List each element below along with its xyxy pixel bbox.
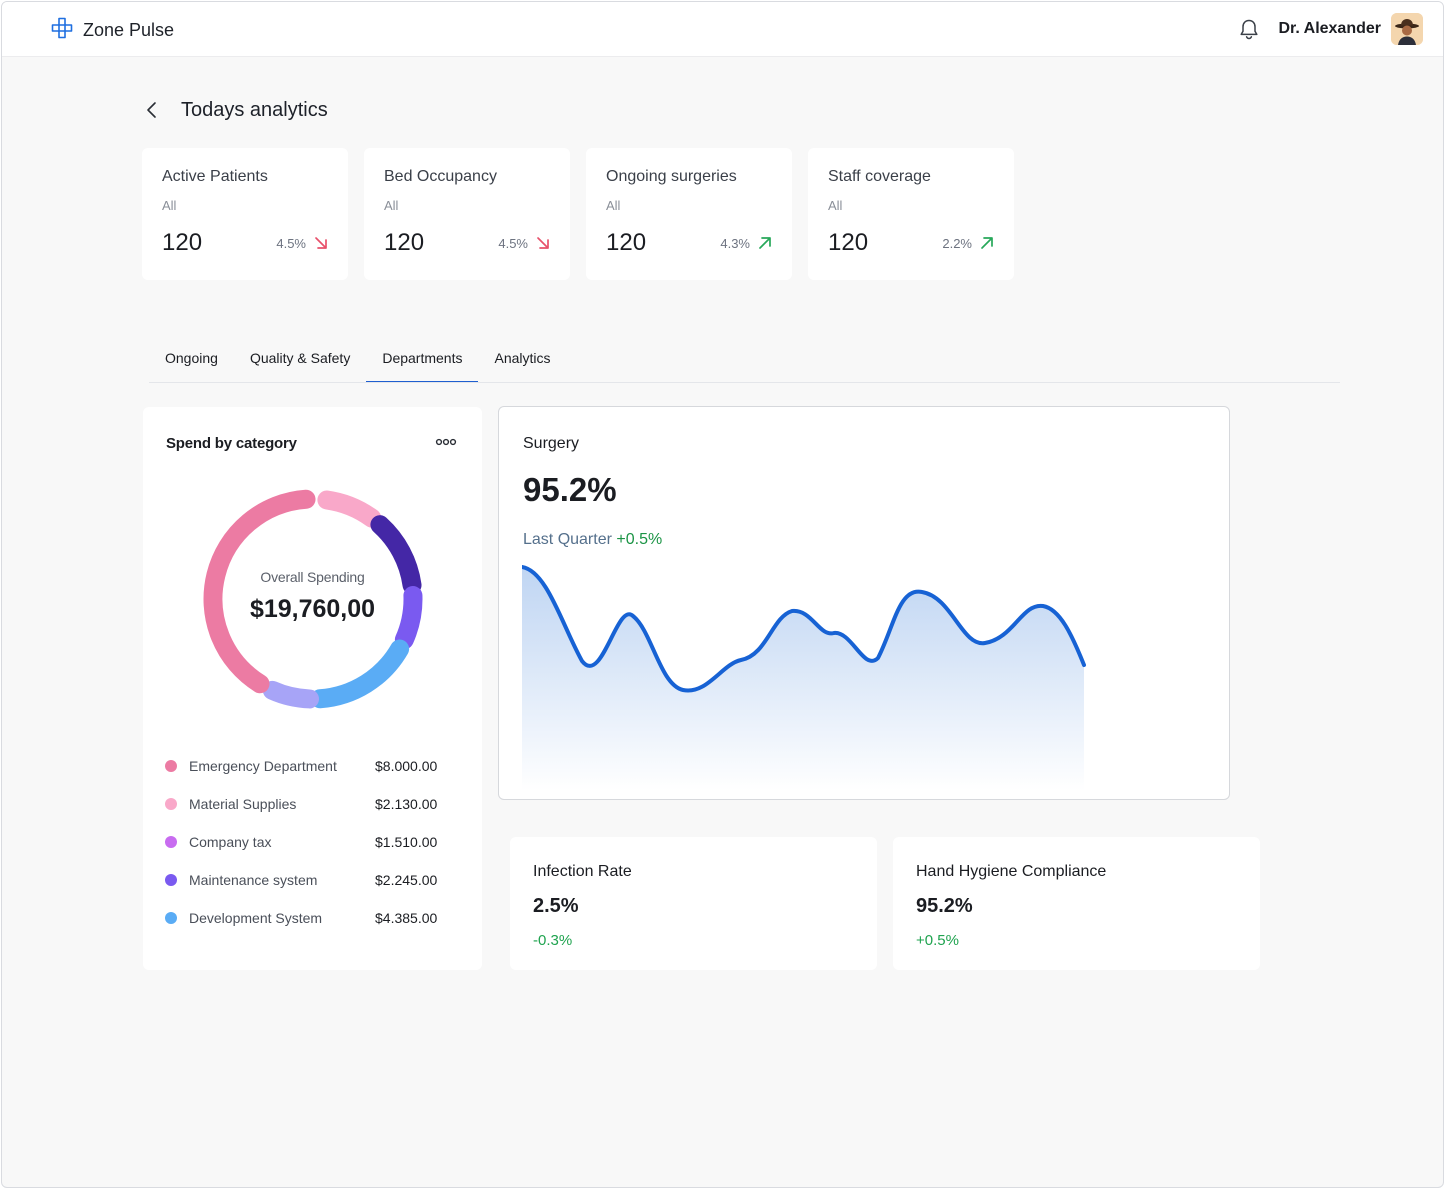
donut-center-total: $19,760,00 [249,595,376,623]
legend-dot [165,836,177,848]
legend-item: Development System $4.385.00 [165,899,465,937]
donut-segment-development-system [310,639,410,709]
stat-card-ongoing-surgeries[interactable]: Ongoing surgeries All 120 4.3% [586,148,792,280]
top-bar: Zone Pulse Dr. Alexander [2,2,1443,57]
page-title: Todays analytics [181,98,328,121]
period-label: Last Quarter [523,531,612,548]
legend-name: Company tax [189,834,272,850]
stat-value: 120 [162,229,203,256]
period-delta: +0.5% [616,531,663,548]
bell-icon[interactable] [1238,17,1260,41]
legend-item: Emergency Department $8.000.00 [165,747,465,785]
tab-departments[interactable]: Departments [366,342,479,382]
stat-scope: All [606,198,621,213]
stat-card-bed-occupancy[interactable]: Bed Occupancy All 120 4.5% [364,148,570,280]
metric-value: 2.5% [533,895,579,917]
legend-name: Emergency Department [189,758,337,774]
tab-quality-safety[interactable]: Quality & Safety [249,350,351,366]
legend-amount: $2.130.00 [375,796,438,812]
spend-legend: Emergency Department $8.000.00 Material … [165,747,465,937]
legend-item: Maintenance system $2.245.00 [165,861,465,899]
metric-title: Infection Rate [533,863,632,880]
trend-area [522,567,1084,791]
legend-item: Company tax $1.510.00 [165,823,465,861]
hand-hygiene-card[interactable]: Hand Hygiene Compliance 95.2% +0.5% [893,837,1260,970]
page-header: Todays analytics [145,96,328,124]
stat-change: 4.5% [498,235,528,251]
stat-value: 120 [828,229,869,256]
stat-title: Staff coverage [828,168,931,185]
app-name: Zone Pulse [83,20,175,40]
user-name[interactable]: Dr. Alexander [1278,20,1381,37]
avatar[interactable] [1391,13,1423,45]
legend-name: Material Supplies [189,796,297,812]
trend-up-icon [980,236,994,250]
surgery-value: 95.2% [523,471,617,508]
stat-change: 4.3% [720,235,750,251]
tab-bar: Ongoing Quality & Safety Departments Ana… [149,342,1340,383]
surgery-title: Surgery [523,435,580,452]
trend-up-icon [758,236,772,250]
donut-center-label: Overall Spending [260,569,365,585]
donut-segment-company-tax [394,586,423,650]
legend-item: Material Supplies $2.130.00 [165,785,465,823]
stat-title: Active Patients [162,168,268,185]
metric-delta: -0.3% [533,932,573,949]
tab-analytics[interactable]: Analytics [494,350,551,366]
donut-segment-emergency-department [203,489,316,694]
metric-title: Hand Hygiene Compliance [916,863,1107,880]
more-options-icon[interactable] [435,435,457,454]
legend-amount: $1.510.00 [375,834,438,850]
trend-line [522,565,1086,693]
spending-donut [203,489,423,709]
stat-card-active-patients[interactable]: Active Patients All 120 4.5% [142,148,348,280]
legend-dot [165,760,177,772]
stat-value: 120 [384,229,425,256]
stat-title: Bed Occupancy [384,168,497,185]
legend-name: Maintenance system [189,872,318,888]
legend-dot [165,912,177,924]
brand[interactable]: Zone Pulse [50,16,174,45]
donut-segment-other [262,680,320,709]
stat-scope: All [384,198,399,213]
surgery-trend-chart [522,565,1086,791]
legend-name: Development System [189,910,323,926]
stat-card-staff-coverage[interactable]: Staff coverage All 120 2.2% [808,148,1014,280]
stat-change: 4.5% [276,235,306,251]
stat-change: 2.2% [942,235,972,251]
logo-cross-icon [50,16,74,45]
infection-rate-card[interactable]: Infection Rate 2.5% -0.3% [510,837,877,970]
legend-amount: $4.385.00 [375,910,438,926]
stat-scope: All [828,198,843,213]
surgery-period: Last Quarter +0.5% [523,531,662,549]
metric-value: 95.2% [916,895,973,917]
legend-amount: $2.245.00 [375,872,438,888]
spend-title: Spend by category [166,435,297,452]
surgery-card: Surgery 95.2% Last Quarter +0.5% [498,406,1230,800]
tab-ongoing[interactable]: Ongoing [165,350,218,366]
legend-dot [165,874,177,886]
legend-dot [165,798,177,810]
metric-delta: +0.5% [916,932,959,949]
back-arrow-icon[interactable] [145,96,165,124]
legend-amount: $8.000.00 [375,758,438,774]
donut-segment-maintenance-system [370,515,422,595]
spend-by-category-card: Spend by category Overall Spending $19,7… [143,407,482,970]
stat-scope: All [162,198,177,213]
stat-title: Ongoing surgeries [606,168,737,185]
trend-down-icon [536,236,550,250]
donut-segment-material-supplies [317,490,382,528]
stat-value: 120 [606,229,647,256]
user-area: Dr. Alexander [1238,13,1423,45]
trend-down-icon [314,236,328,250]
